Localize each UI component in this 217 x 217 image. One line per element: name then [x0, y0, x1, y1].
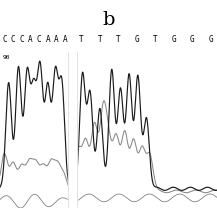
Text: T: T — [79, 36, 84, 44]
Text: 90: 90 — [2, 55, 10, 60]
Text: A: A — [63, 36, 67, 44]
Bar — [68, 33, 77, 215]
Text: G: G — [171, 36, 176, 44]
Text: G: G — [134, 36, 139, 44]
Text: T: T — [97, 36, 102, 44]
Text: T: T — [153, 36, 158, 44]
Text: A: A — [45, 36, 50, 44]
Text: b: b — [102, 11, 115, 29]
Text: C: C — [2, 36, 7, 44]
Text: A: A — [28, 36, 33, 44]
Text: C: C — [37, 36, 41, 44]
Text: A: A — [54, 36, 59, 44]
Text: G: G — [190, 36, 194, 44]
Text: C: C — [11, 36, 15, 44]
Text: G: G — [208, 36, 213, 44]
Text: C: C — [19, 36, 24, 44]
Text: T: T — [116, 36, 121, 44]
